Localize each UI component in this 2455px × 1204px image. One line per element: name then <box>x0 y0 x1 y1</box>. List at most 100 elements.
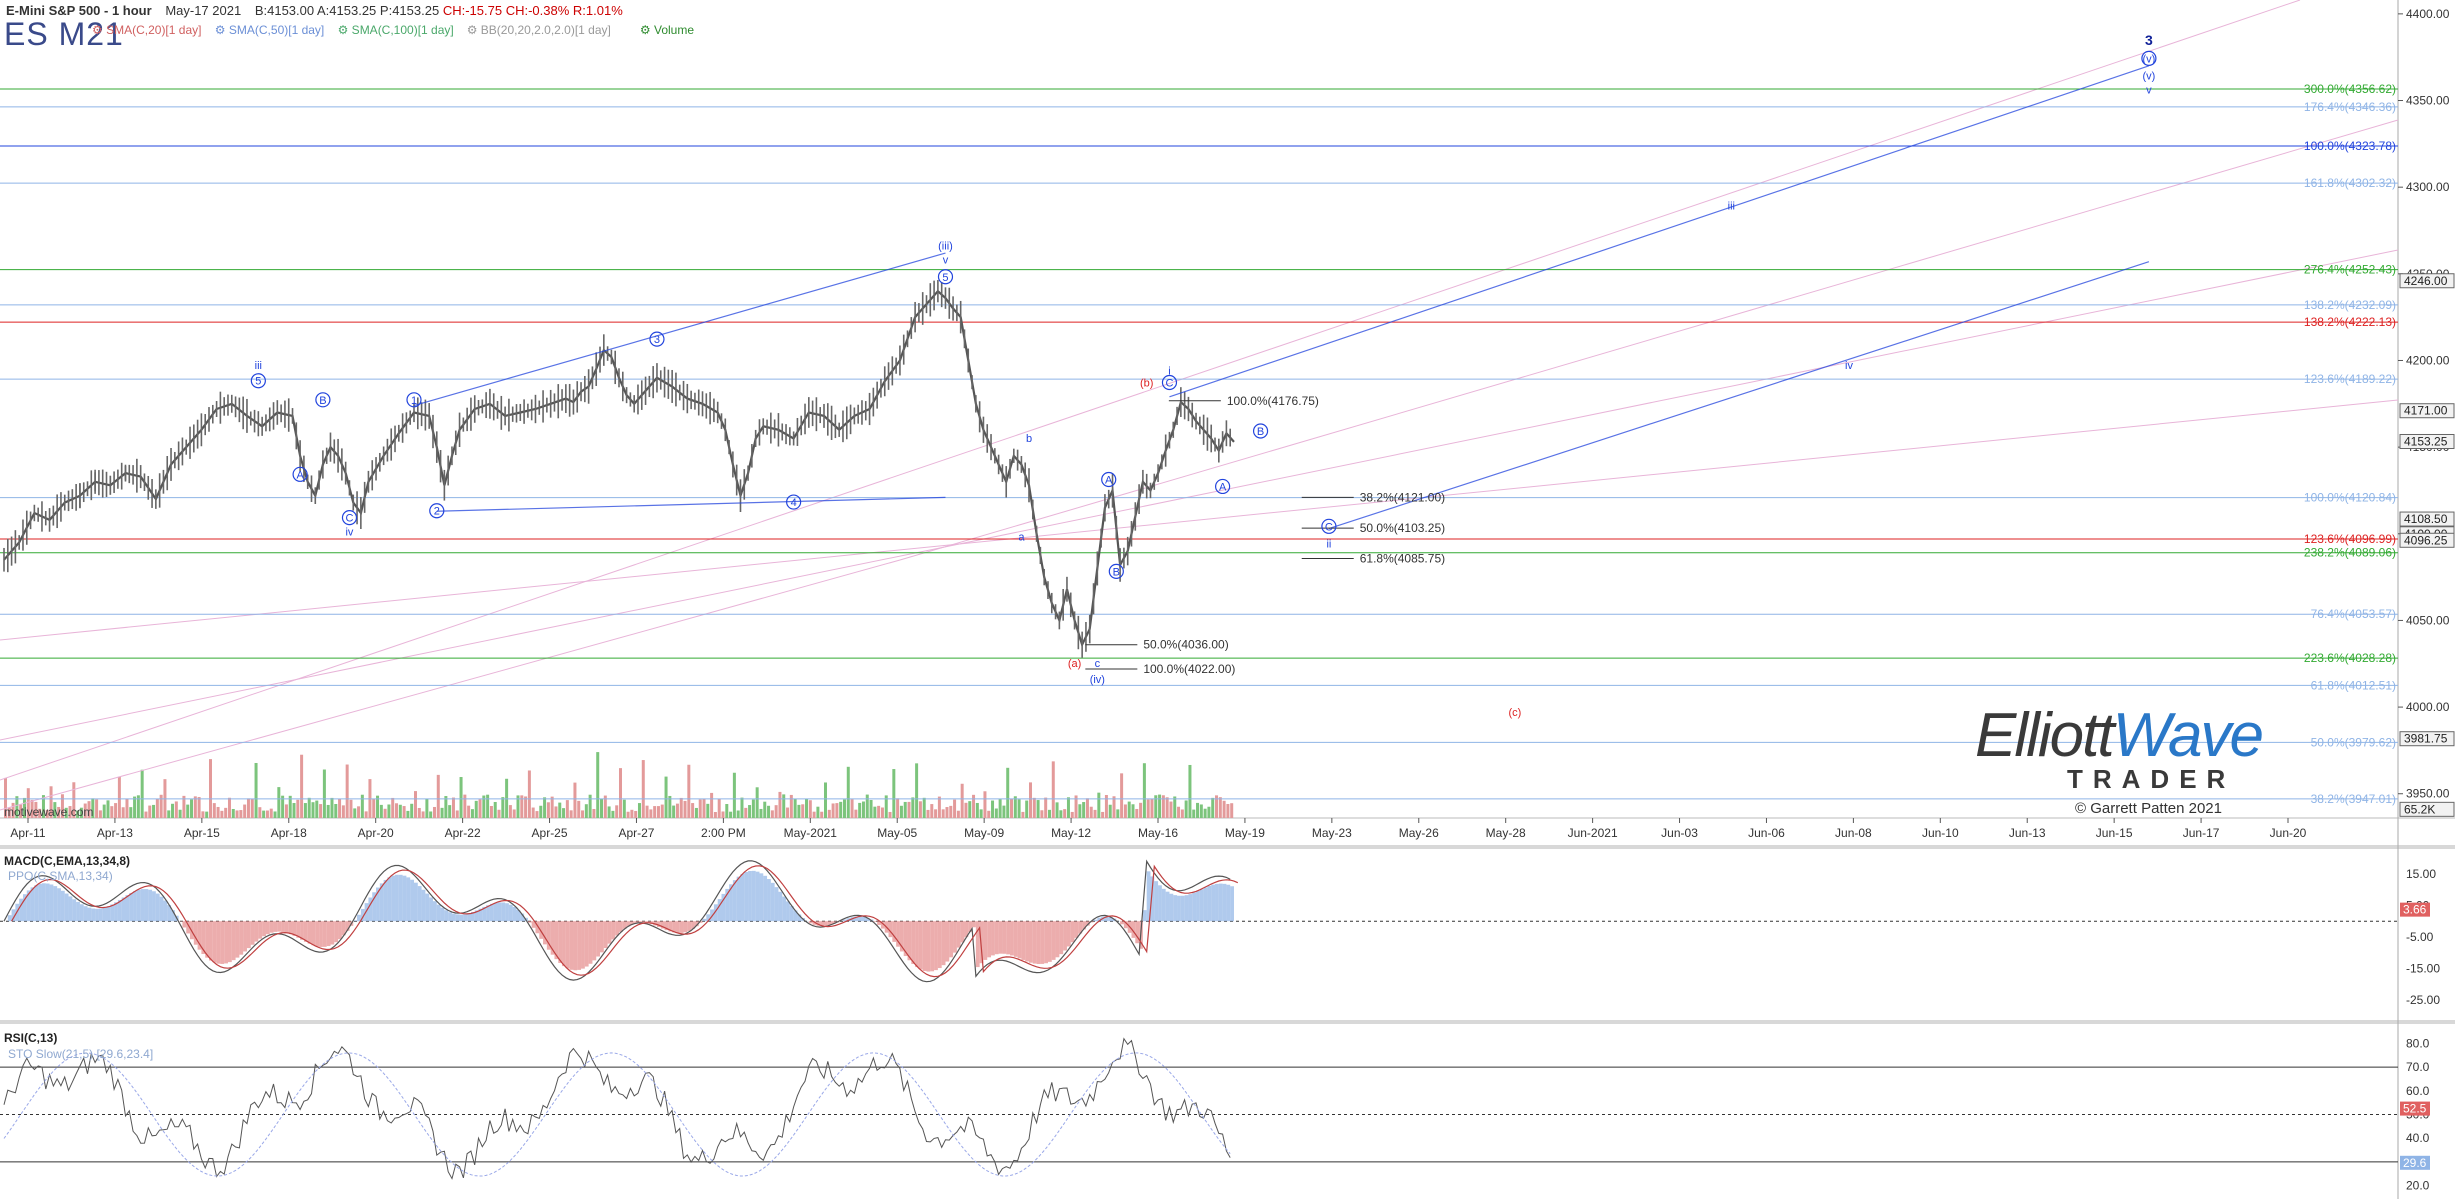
macd-hist-bar <box>915 921 919 967</box>
macd-hist-bar <box>160 897 164 922</box>
volume-bar <box>1192 810 1195 818</box>
macd-hist-bar <box>945 921 949 961</box>
macd-hist-bar <box>1185 895 1189 921</box>
volume-bar <box>357 806 360 818</box>
macd-hist-bar <box>1021 921 1025 960</box>
volume-bar <box>133 797 136 818</box>
macd-hist-bar <box>84 906 88 921</box>
volume-bar <box>1014 796 1017 818</box>
macd-hist-bar <box>566 921 570 968</box>
macd-hist-bar <box>562 921 566 966</box>
volume-bar <box>722 811 725 818</box>
volume-bar <box>566 800 569 818</box>
volume-bar <box>570 810 573 818</box>
macd-hist-bar <box>953 921 957 952</box>
volume-bar <box>691 803 694 818</box>
wave-label: A <box>1105 475 1113 487</box>
macd-hist-bar <box>1219 884 1223 922</box>
macd-hist-bar <box>1059 921 1063 954</box>
macd-hist-bar <box>999 921 1003 953</box>
volume-bar <box>816 807 819 818</box>
volume-bar <box>414 791 417 818</box>
volume-bar <box>964 803 967 818</box>
macd-hist-bar <box>585 921 589 966</box>
fib-level-label: 38.2%(3947.01) <box>2311 792 2396 806</box>
volume-bar <box>904 802 907 818</box>
volume-bar <box>186 805 189 818</box>
volume-bar <box>296 800 299 818</box>
volume-bar <box>1223 801 1226 818</box>
date-tick-label: Apr-27 <box>618 826 654 840</box>
indicator-legend-item[interactable]: ⚙ SMA(C,100)[1 day] <box>338 23 454 37</box>
macd-hist-bar <box>220 921 224 964</box>
wave-label: (v) <box>2142 71 2155 83</box>
wave-label: iv <box>1845 360 1853 372</box>
volume-bar <box>1166 797 1169 818</box>
volume-bar <box>1169 802 1172 818</box>
macd-hist-bar <box>69 896 73 921</box>
macd-hist-bar <box>1173 895 1177 921</box>
volume-bar <box>1109 805 1112 818</box>
macd-hist-bar <box>266 921 270 934</box>
indicator-legend-item[interactable]: ⚙ Volume <box>640 23 694 37</box>
price-tick-label: 4350.00 <box>2406 94 2450 108</box>
volume-bar <box>554 806 557 818</box>
macd-hist-bar <box>740 874 744 921</box>
macd-hist-bar <box>778 892 782 921</box>
macd-hist-bar <box>759 873 763 921</box>
macd-hist-bar <box>1143 910 1147 921</box>
indicator-legend-item[interactable]: ⚙ SMA(C,20)[1 day] <box>92 23 201 37</box>
quote-price: P:4153.25 <box>380 3 439 18</box>
date-tick-label: Apr-25 <box>532 826 568 840</box>
volume-bar <box>1044 798 1047 818</box>
indicator-legend-item[interactable]: ⚙ BB(20,20,2.0,2.0)[1 day] <box>467 23 611 37</box>
macd-hist-bar <box>384 880 388 921</box>
wave-label: B <box>319 395 326 407</box>
volume-bar <box>558 803 561 818</box>
macd-hist-bar <box>1135 921 1139 943</box>
volume-bar <box>255 763 258 818</box>
volume-bar <box>391 798 394 818</box>
date-tick-label: May-26 <box>1399 826 1439 840</box>
macd-hist-bar <box>744 872 748 921</box>
volume-bar <box>740 798 743 818</box>
macd-hist-bar <box>919 921 923 969</box>
fib-level-label: 161.8%(4302.32) <box>2304 176 2396 190</box>
volume-bar <box>110 806 113 818</box>
macd-hist-bar <box>330 921 334 944</box>
elliott-wave-trader-logo: ElliottWave TRADER © Garrett Patten 2021 <box>1975 700 2295 820</box>
volume-bar <box>365 811 368 818</box>
volume-bar <box>634 811 637 818</box>
volume-bar <box>334 804 337 818</box>
volume-bar <box>824 782 827 818</box>
volume-bar <box>661 805 664 818</box>
macd-hist-bar <box>1181 896 1185 921</box>
macd-hist-bar <box>65 894 69 922</box>
price-tag-label: 3981.75 <box>2404 732 2448 746</box>
rsi-tick-label: 60.0 <box>2406 1084 2430 1098</box>
macd-hist-bar <box>110 904 114 921</box>
macd-hist-bar <box>144 889 148 921</box>
macd-hist-bar <box>558 921 562 963</box>
macd-hist-bar <box>31 887 35 921</box>
rsi-title: RSI(C,13) <box>4 1031 57 1045</box>
indicator-legend-item[interactable]: ⚙ SMA(C,50)[1 day] <box>215 23 324 37</box>
macd-hist-bar <box>752 871 756 921</box>
volume-bar <box>498 810 501 818</box>
volume-bar <box>915 763 918 818</box>
macd-hist-bar <box>1037 921 1041 964</box>
macd-hist-bar <box>1018 921 1022 958</box>
volume-bar <box>782 794 785 818</box>
macd-hist-bar <box>543 921 547 944</box>
volume-bar <box>581 810 584 818</box>
volume-bar <box>547 802 550 818</box>
date-tick-label: Apr-13 <box>97 826 133 840</box>
volume-bar <box>744 808 747 818</box>
volume-bar <box>543 797 546 818</box>
macd-hist-bar <box>733 880 737 921</box>
wave-label: A <box>1219 481 1227 493</box>
macd-hist-bar <box>1226 885 1230 921</box>
macd-hist-bar <box>76 902 80 921</box>
wave-label: (c) <box>1509 707 1522 719</box>
